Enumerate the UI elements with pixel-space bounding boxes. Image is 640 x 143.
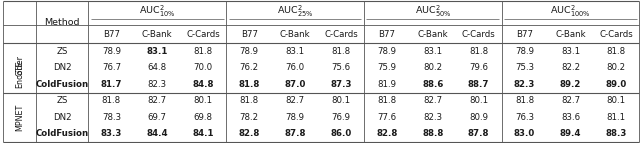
Text: 83.1: 83.1 xyxy=(561,47,580,56)
Text: 83.1: 83.1 xyxy=(147,47,168,56)
Text: GTE: GTE xyxy=(15,60,24,76)
Text: B77: B77 xyxy=(378,29,396,38)
Text: 82.2: 82.2 xyxy=(561,63,580,73)
Text: 80.9: 80.9 xyxy=(469,113,488,122)
Text: 87.8: 87.8 xyxy=(468,129,490,138)
Text: C-Bank: C-Bank xyxy=(280,29,310,38)
Text: 82.8: 82.8 xyxy=(376,129,397,138)
Text: 81.8: 81.8 xyxy=(378,96,396,105)
Text: 83.1: 83.1 xyxy=(423,47,442,56)
Text: 76.3: 76.3 xyxy=(515,113,534,122)
Text: 78.9: 78.9 xyxy=(378,47,396,56)
Text: 87.8: 87.8 xyxy=(284,129,306,138)
Text: 82.7: 82.7 xyxy=(561,96,580,105)
Text: 81.8: 81.8 xyxy=(239,96,259,105)
Text: 81.7: 81.7 xyxy=(100,80,122,89)
Text: 80.1: 80.1 xyxy=(607,96,626,105)
Text: 83.0: 83.0 xyxy=(514,129,535,138)
Text: 89.4: 89.4 xyxy=(560,129,581,138)
Text: 81.9: 81.9 xyxy=(378,80,396,89)
Text: 75.3: 75.3 xyxy=(515,63,534,73)
Text: 69.7: 69.7 xyxy=(148,113,167,122)
Text: C-Cards: C-Cards xyxy=(462,29,495,38)
Text: 78.2: 78.2 xyxy=(239,113,259,122)
Text: 81.8: 81.8 xyxy=(239,80,260,89)
Text: 81.8: 81.8 xyxy=(515,96,534,105)
Text: 76.0: 76.0 xyxy=(285,63,305,73)
Text: 89.2: 89.2 xyxy=(560,80,581,89)
Text: B77: B77 xyxy=(241,29,258,38)
Text: C-Bank: C-Bank xyxy=(142,29,173,38)
Text: 81.8: 81.8 xyxy=(332,47,351,56)
Text: 76.2: 76.2 xyxy=(239,63,259,73)
Text: C-Bank: C-Bank xyxy=(555,29,586,38)
Text: Method: Method xyxy=(45,18,80,27)
Text: ColdFusion: ColdFusion xyxy=(36,80,89,89)
Text: 88.8: 88.8 xyxy=(422,129,444,138)
Text: 76.9: 76.9 xyxy=(332,113,351,122)
Text: 78.3: 78.3 xyxy=(102,113,121,122)
Text: 81.8: 81.8 xyxy=(194,47,212,56)
Text: C-Bank: C-Bank xyxy=(417,29,448,38)
Text: 80.2: 80.2 xyxy=(423,63,442,73)
Text: AUC$^2_{10\%}$: AUC$^2_{10\%}$ xyxy=(139,4,175,19)
Text: 78.9: 78.9 xyxy=(239,47,259,56)
Text: 82.7: 82.7 xyxy=(423,96,442,105)
Text: 80.1: 80.1 xyxy=(332,96,351,105)
Text: 82.7: 82.7 xyxy=(148,96,167,105)
Text: 82.3: 82.3 xyxy=(514,80,535,89)
Text: 70.0: 70.0 xyxy=(194,63,212,73)
Text: 81.8: 81.8 xyxy=(469,47,488,56)
Text: 88.7: 88.7 xyxy=(468,80,490,89)
Text: 84.4: 84.4 xyxy=(147,129,168,138)
Text: 78.9: 78.9 xyxy=(285,113,305,122)
Text: Encoder: Encoder xyxy=(15,55,24,88)
Text: 87.3: 87.3 xyxy=(330,80,352,89)
Text: 82.3: 82.3 xyxy=(423,113,442,122)
Text: 78.9: 78.9 xyxy=(102,47,121,56)
Text: 82.3: 82.3 xyxy=(148,80,167,89)
Text: C-Cards: C-Cards xyxy=(600,29,634,38)
Text: 82.7: 82.7 xyxy=(285,96,305,105)
Text: AUC$^2_{25\%}$: AUC$^2_{25\%}$ xyxy=(276,4,314,19)
Text: 80.1: 80.1 xyxy=(469,96,488,105)
Text: C-Cards: C-Cards xyxy=(324,29,358,38)
Text: 75.9: 75.9 xyxy=(378,63,396,73)
Text: 79.6: 79.6 xyxy=(469,63,488,73)
Text: B77: B77 xyxy=(516,29,533,38)
Text: 69.8: 69.8 xyxy=(194,113,212,122)
Text: 80.1: 80.1 xyxy=(194,96,212,105)
Text: 87.0: 87.0 xyxy=(284,80,306,89)
Text: 84.8: 84.8 xyxy=(193,80,214,89)
Text: 83.6: 83.6 xyxy=(561,113,580,122)
Text: 76.7: 76.7 xyxy=(102,63,121,73)
Text: AUC$^2_{50\%}$: AUC$^2_{50\%}$ xyxy=(415,4,451,19)
Text: 75.6: 75.6 xyxy=(332,63,351,73)
Text: ColdFusion: ColdFusion xyxy=(36,129,89,138)
Text: 89.0: 89.0 xyxy=(606,80,627,89)
Text: 80.2: 80.2 xyxy=(607,63,626,73)
Text: MPNET: MPNET xyxy=(15,103,24,131)
Text: AUC$^2_{100\%}$: AUC$^2_{100\%}$ xyxy=(550,4,591,19)
Text: 77.6: 77.6 xyxy=(378,113,396,122)
Text: 78.9: 78.9 xyxy=(515,47,534,56)
Text: 82.8: 82.8 xyxy=(239,129,260,138)
Text: 83.1: 83.1 xyxy=(285,47,305,56)
Text: 81.8: 81.8 xyxy=(102,96,121,105)
Text: ZS: ZS xyxy=(57,96,68,105)
Text: C-Cards: C-Cards xyxy=(186,29,220,38)
Text: DN2: DN2 xyxy=(53,63,72,73)
Text: 88.6: 88.6 xyxy=(422,80,444,89)
Text: 83.3: 83.3 xyxy=(100,129,122,138)
Text: ZS: ZS xyxy=(57,47,68,56)
Text: 81.1: 81.1 xyxy=(607,113,626,122)
Text: 84.1: 84.1 xyxy=(193,129,214,138)
Text: 81.8: 81.8 xyxy=(607,47,626,56)
Text: 86.0: 86.0 xyxy=(330,129,351,138)
Text: 88.3: 88.3 xyxy=(605,129,627,138)
Text: DN2: DN2 xyxy=(53,113,72,122)
Text: B77: B77 xyxy=(103,29,120,38)
Text: 64.8: 64.8 xyxy=(148,63,167,73)
